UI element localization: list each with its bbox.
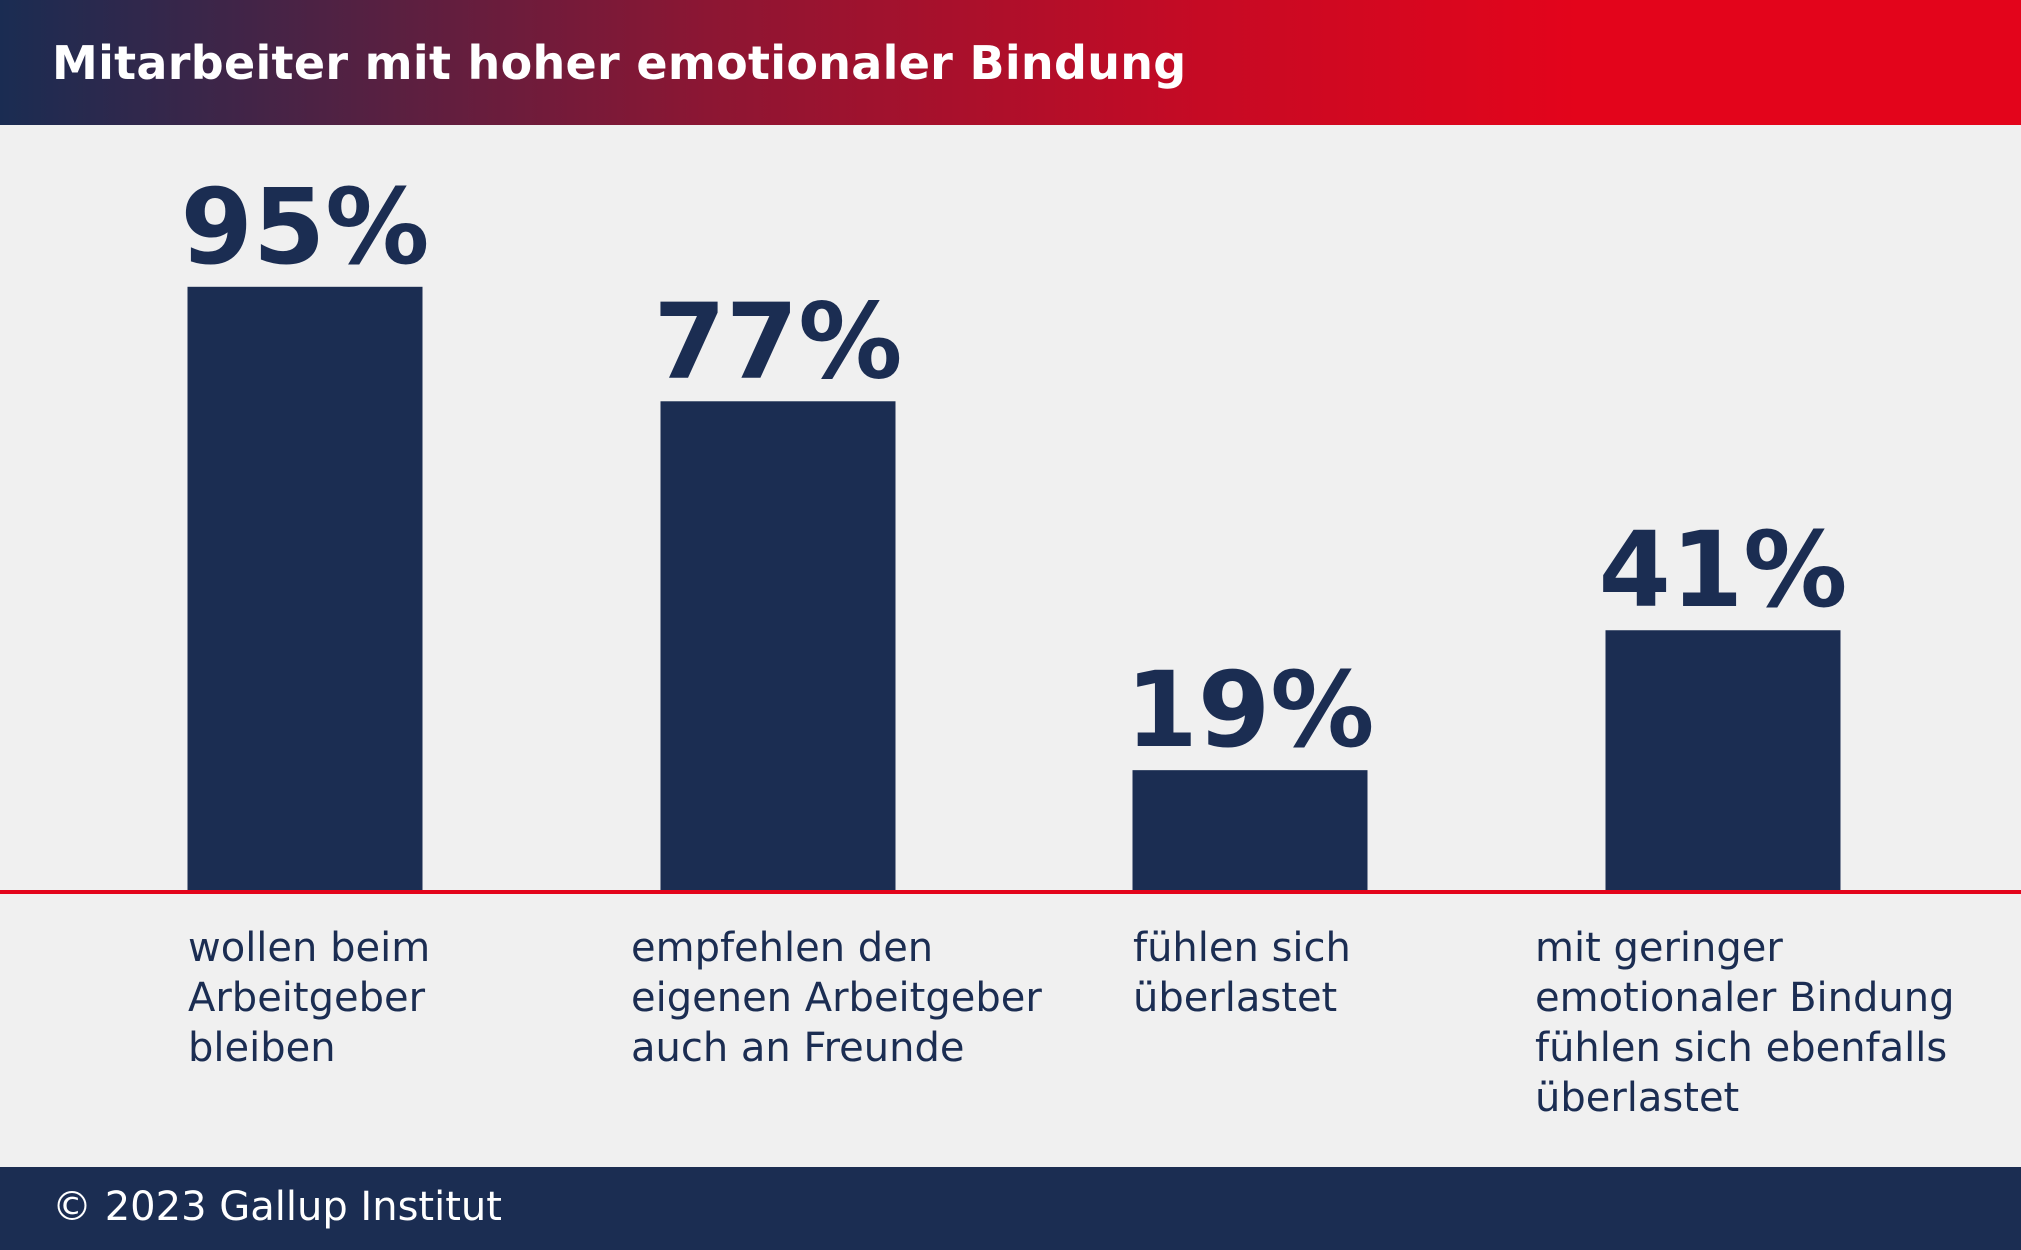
value-label-3: 41% (1599, 509, 1848, 631)
bar-1 (660, 401, 896, 891)
category-label-0: wollen beim Arbeitgeber bleiben (188, 925, 431, 1071)
value-label-1: 77% (654, 280, 903, 402)
value-label-2: 19% (1126, 649, 1375, 771)
category-label-2: fühlen sich überlastet (1133, 925, 1351, 1021)
copyright-text: © 2023 Gallup Institut (52, 1184, 502, 1230)
chart-area: 95% 77% 19% 41% wollen beim Arbeitgeber ble… (0, 125, 2021, 1167)
category-label-3: mit geringer emotionaler Bindung fühlen … (1535, 925, 1955, 1121)
baseline-axis (0, 890, 2021, 894)
value-label-0: 95% (181, 166, 430, 288)
bar-chart: 95% 77% 19% 41% (0, 166, 2021, 894)
bar-3 (1605, 630, 1841, 891)
category-label-1: empfehlen den eigenen Arbeitgeber auch a… (631, 925, 1042, 1071)
footer-bar: © 2023 Gallup Institut (0, 1167, 2021, 1250)
bar-0 (187, 286, 423, 891)
header-banner: Mitarbeiter mit hoher emotionaler Bindun… (0, 0, 2021, 125)
chart-title: Mitarbeiter mit hoher emotionaler Bindun… (52, 36, 1187, 90)
bar-2 (1132, 770, 1368, 891)
